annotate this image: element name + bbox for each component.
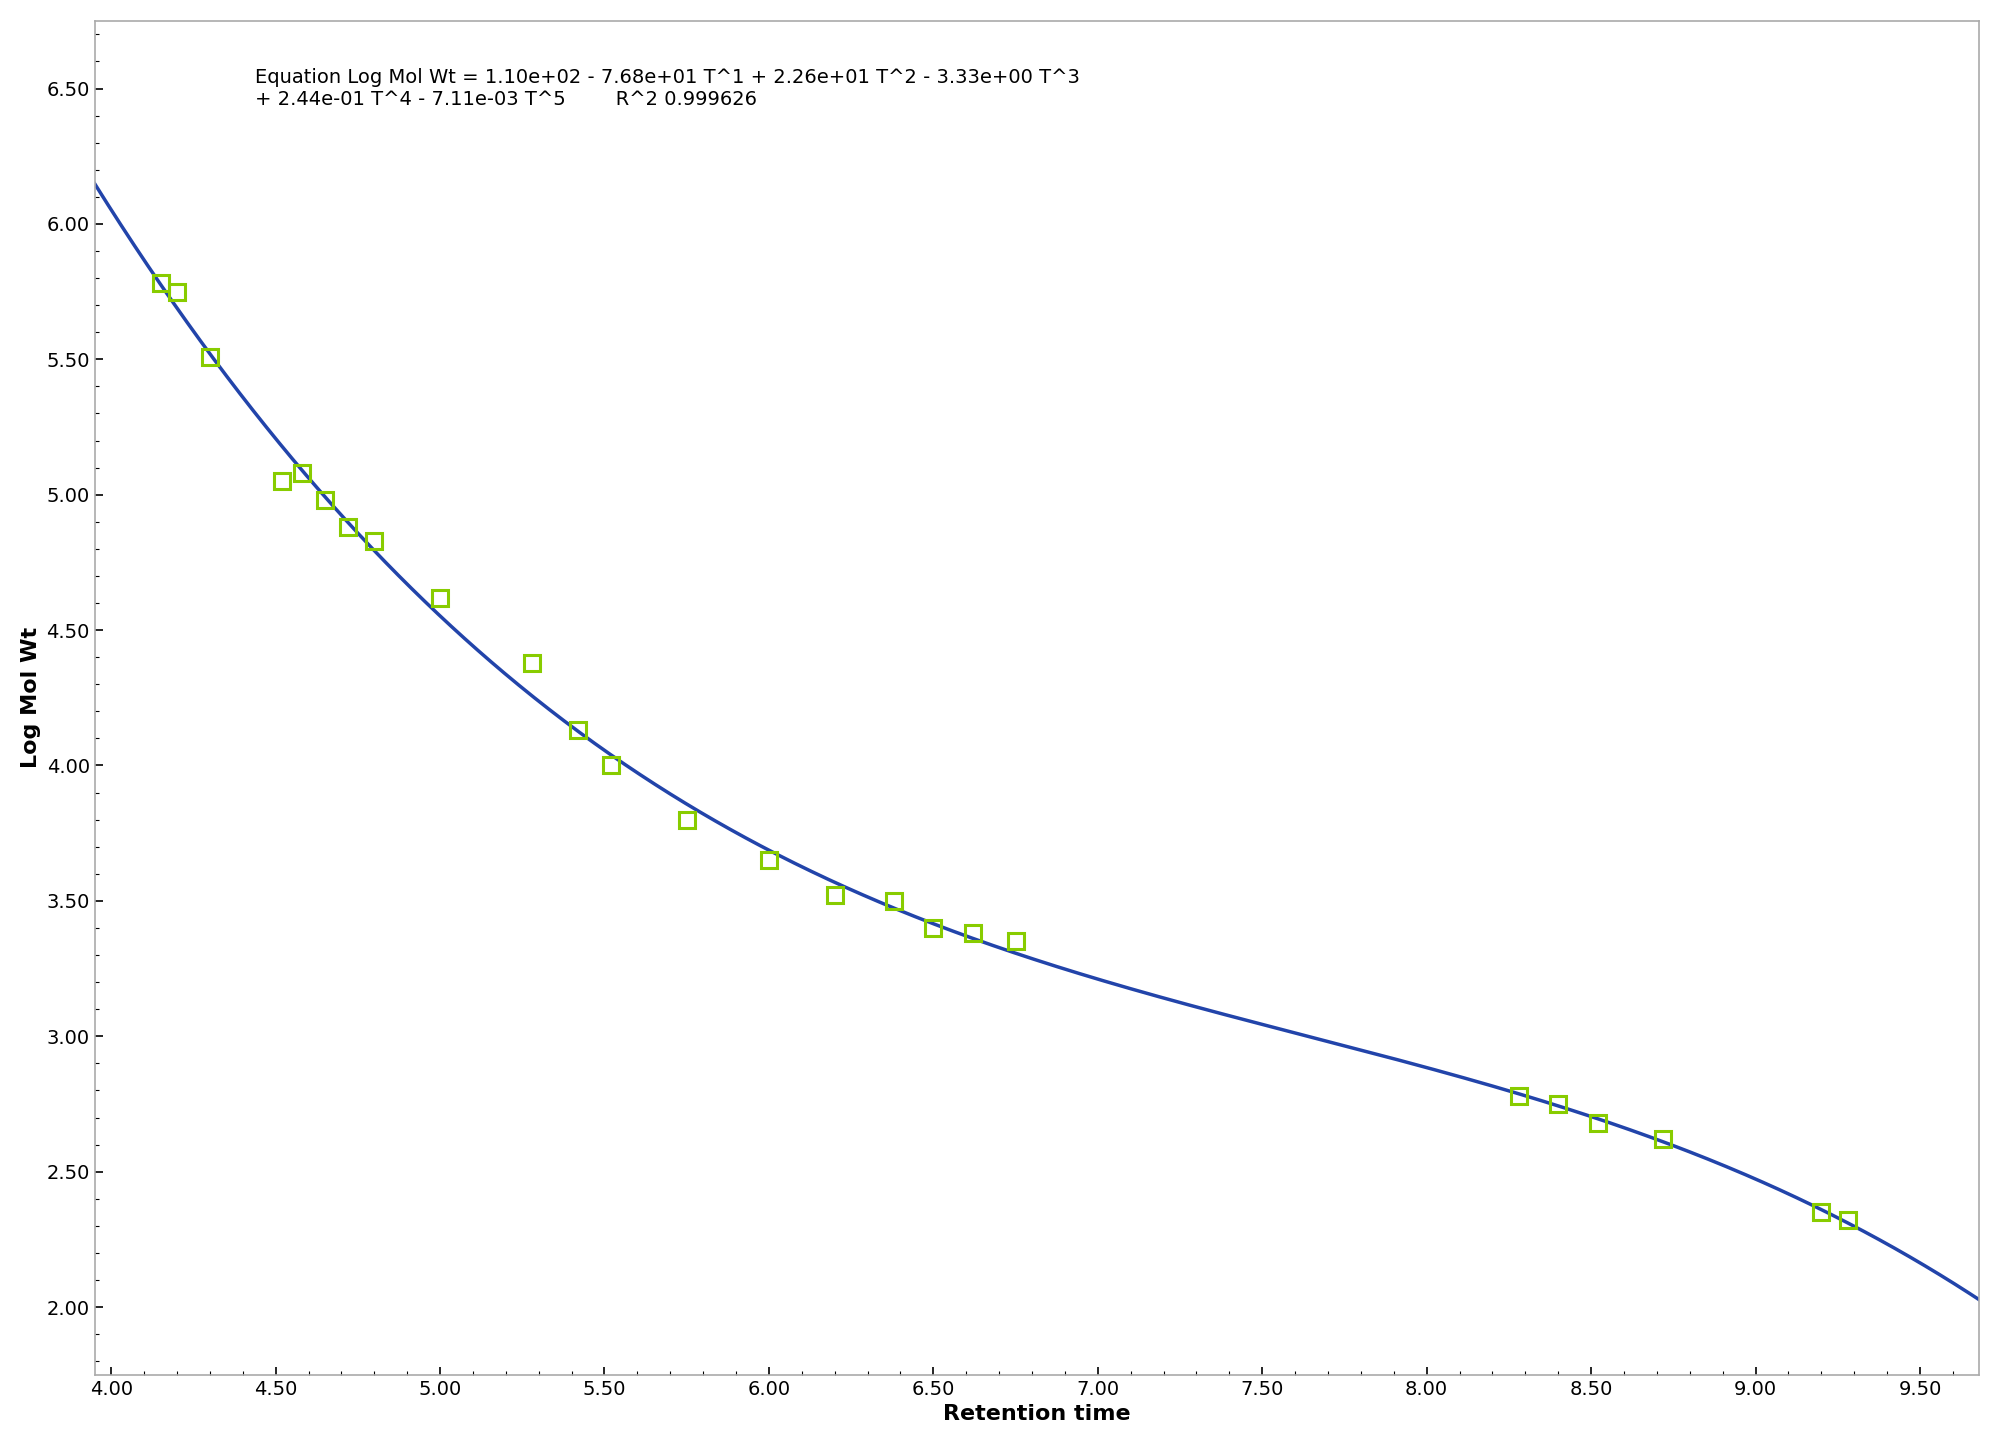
Text: Equation Log Mol Wt = 1.10e+02 - 7.68e+01 T^1 + 2.26e+01 T^2 - 3.33e+00 T^3
+ 2.: Equation Log Mol Wt = 1.10e+02 - 7.68e+0…: [254, 68, 1080, 110]
Y-axis label: Log Mol Wt: Log Mol Wt: [20, 627, 40, 769]
X-axis label: Retention time: Retention time: [944, 1405, 1130, 1425]
